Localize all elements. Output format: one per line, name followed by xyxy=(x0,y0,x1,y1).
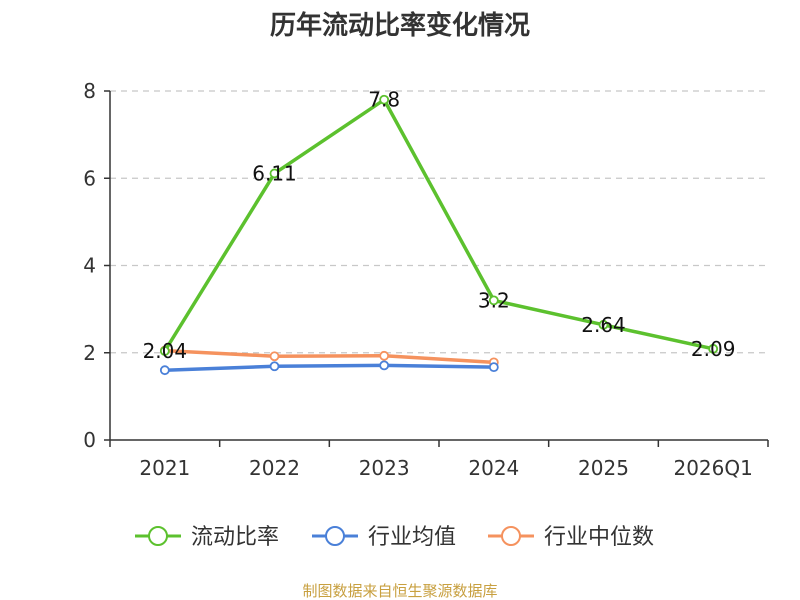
data-point xyxy=(379,94,390,105)
data-labels: 2.04 6.11 7.8 3.2 2.64 2.09 xyxy=(143,88,736,363)
series-line-1 xyxy=(164,363,494,372)
source-note: 制图数据来自恒生聚源数据库 xyxy=(302,582,497,600)
data-point xyxy=(708,343,719,354)
data-point xyxy=(598,319,609,330)
legend-swatch-marker xyxy=(501,526,521,546)
chart-title: 历年流动比率变化情况 xyxy=(270,10,530,41)
series-line-2 xyxy=(164,348,494,365)
data-label: 2.64 xyxy=(581,313,626,337)
x-tick-label: 2022 xyxy=(249,456,300,480)
legend-item-1[interactable]: 行业均值 xyxy=(312,525,456,550)
data-point xyxy=(269,361,280,372)
legend-label: 行业中位数 xyxy=(544,525,654,550)
legend-swatch-marker xyxy=(148,526,168,546)
legend-item-0[interactable]: 流动比率 xyxy=(135,525,279,550)
legend-label: 流动比率 xyxy=(191,525,279,550)
data-point xyxy=(159,365,170,376)
data-point xyxy=(269,168,280,179)
x-tick-label: 2024 xyxy=(468,456,519,480)
data-point xyxy=(379,360,390,371)
y-tick-label: 0 xyxy=(83,428,96,452)
legend: 流动比率 行业均值 行业中位数 xyxy=(135,525,654,550)
grid-lines xyxy=(110,90,768,354)
data-point xyxy=(379,350,390,361)
x-tick-label: 2025 xyxy=(578,456,629,480)
data-label: 7.8 xyxy=(368,88,400,112)
data-label: 3.2 xyxy=(478,288,510,312)
data-point xyxy=(269,351,280,362)
y-tick-label: 4 xyxy=(83,254,96,278)
y-tick-label: 2 xyxy=(83,341,96,365)
series-line-0 xyxy=(163,97,714,352)
x-tick-label: 2023 xyxy=(359,456,410,480)
x-tick-label: 2021 xyxy=(139,456,190,480)
x-tick-label: 2026Q1 xyxy=(673,456,752,480)
legend-swatch-marker xyxy=(325,526,345,546)
data-label: 6.11 xyxy=(252,161,297,185)
data-point xyxy=(159,346,170,356)
legend-item-2[interactable]: 行业中位数 xyxy=(488,525,654,550)
data-label: 2.04 xyxy=(143,339,188,363)
y-tick-label: 6 xyxy=(83,166,96,190)
data-label: 2.09 xyxy=(691,337,736,361)
legend-label: 行业均值 xyxy=(368,525,456,550)
axes: 0 2 4 6 8 2021 2022 2023 2024 2025 2026Q1 xyxy=(83,79,769,480)
data-point xyxy=(488,295,499,306)
data-point xyxy=(488,362,499,373)
series-group xyxy=(159,94,719,376)
y-tick-label: 8 xyxy=(83,79,96,103)
